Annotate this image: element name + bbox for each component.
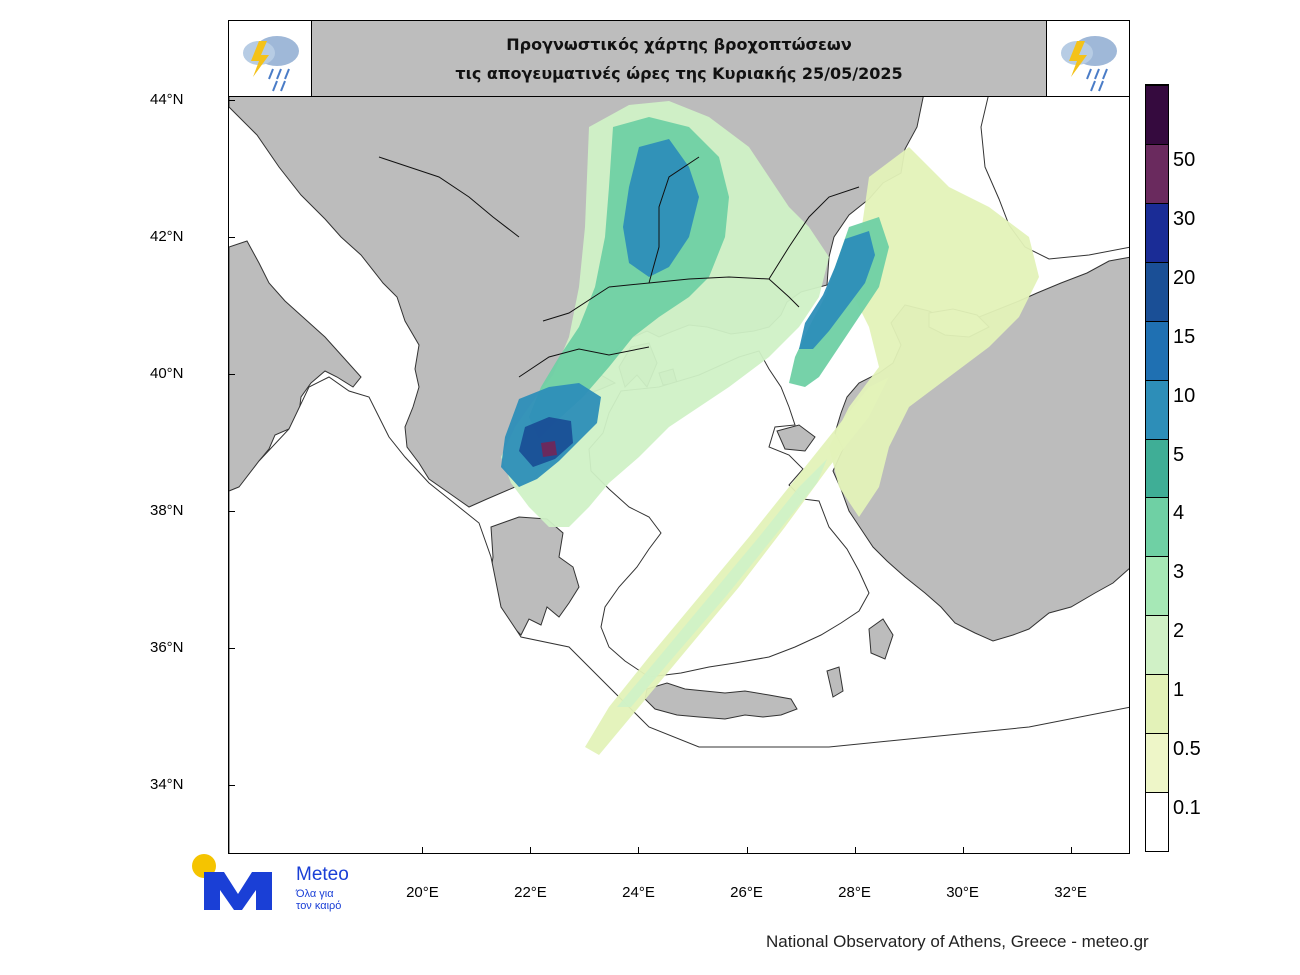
ionian-sea <box>229 376 1129 853</box>
lat-tick-label: 38°N <box>150 502 184 520</box>
lon-tick-mark <box>854 847 856 854</box>
logo-tagline-1: Όλα για <box>296 888 334 900</box>
rain-core-east <box>799 231 875 349</box>
border-3 <box>542 286 610 322</box>
rain-core-north <box>623 139 699 277</box>
rain-storm-cloud-icon <box>1046 21 1129 96</box>
colorbar-level-label: 3 <box>1173 561 1185 584</box>
colorbar-segment <box>1146 261 1168 321</box>
colorbar-segment <box>1146 556 1168 616</box>
lon-tick-label: 30°E <box>946 884 979 901</box>
colorbar-level-label: 0.1 <box>1173 797 1201 820</box>
colorbar-level-label: 50 <box>1173 148 1196 171</box>
colorbar-segment <box>1146 438 1168 498</box>
lat-tick-mark <box>228 99 235 101</box>
colorbar-level-label: 20 <box>1173 266 1196 289</box>
lon-tick-mark <box>1070 847 1072 854</box>
rainfall-map <box>228 86 1130 854</box>
rain-band-diagonal-2 <box>617 459 827 707</box>
colorbar-segment <box>1146 497 1168 557</box>
borders-layer <box>378 156 860 378</box>
lesvos-land <box>776 424 816 452</box>
colorbar-segment <box>1146 792 1168 851</box>
lon-tick-label: 24°E <box>622 884 655 901</box>
colorbar-segment <box>1146 733 1168 793</box>
colorbar-level-label: 15 <box>1173 325 1196 348</box>
lat-tick-mark <box>228 236 235 238</box>
border-5 <box>378 156 520 238</box>
colorbar-segment <box>1146 379 1168 439</box>
rain-core-west-heavy <box>519 417 573 467</box>
colorbar-level-label: 4 <box>1173 502 1185 525</box>
colorbar-level-label: 2 <box>1173 620 1185 643</box>
lon-tick-mark <box>746 847 748 854</box>
colorbar-segment <box>1146 615 1168 675</box>
lon-tick-mark <box>530 847 532 854</box>
map-title-line-1: Προγνωστικός χάρτης βροχοπτώσεων <box>506 35 852 54</box>
lon-tick-label: 32°E <box>1054 884 1087 901</box>
lat-tick-mark <box>228 511 235 513</box>
colorbar-segment <box>1146 143 1168 203</box>
border-2 <box>648 156 700 284</box>
colorbar-segment <box>1146 674 1168 734</box>
precipitation-layer <box>501 101 1039 755</box>
lon-tick-label: 26°E <box>730 884 763 901</box>
meteo-logo <box>188 850 366 918</box>
lat-tick-mark <box>228 785 235 787</box>
lat-tick-label: 34°N <box>150 776 184 794</box>
colorbar-level-label: 30 <box>1173 207 1196 230</box>
colorbar-level-label: 0.5 <box>1173 738 1201 761</box>
lat-tick-mark <box>228 648 235 650</box>
lon-tick-mark <box>638 847 640 854</box>
colorbar-segment <box>1146 85 1168 144</box>
border-4 <box>518 346 650 378</box>
colorbar-level-label: 10 <box>1173 384 1196 407</box>
title-banner: Προγνωστικός χάρτης βροχοπτώσεων τις απο… <box>228 20 1130 97</box>
lon-tick-mark <box>422 847 424 854</box>
credit-line: National Observatory of Athens, Greece -… <box>766 932 1149 951</box>
map-canvas <box>229 87 1129 853</box>
lat-tick-label: 40°N <box>150 365 184 382</box>
lon-tick-label: 28°E <box>838 884 871 901</box>
lat-tick-label: 42°N <box>150 227 184 245</box>
lon-tick-label: 20°E <box>406 884 439 901</box>
logo-tagline-2: τον καιρό <box>296 900 342 912</box>
lat-tick-label: 44°N <box>150 90 184 108</box>
precipitation-colorbar <box>1145 84 1169 852</box>
colorbar-level-label: 1 <box>1173 679 1185 702</box>
lon-tick-label: 22°E <box>514 884 547 901</box>
colorbar-segment <box>1146 202 1168 262</box>
border-6 <box>768 186 860 280</box>
crete-land <box>644 682 798 720</box>
rain-core-max <box>541 441 557 457</box>
lat-tick-mark <box>228 374 235 375</box>
logo-name: Meteo <box>296 864 349 885</box>
lon-tick-mark <box>962 847 964 854</box>
colorbar-level-label: 5 <box>1173 443 1185 466</box>
rain-storm-cloud-icon <box>229 21 312 96</box>
map-title-line-2: τις απογευματινές ώρες της Κυριακής 25/0… <box>455 64 903 83</box>
lat-tick-label: 36°N <box>150 639 184 657</box>
rhodes-land <box>868 618 894 660</box>
karpathos-land <box>826 666 844 698</box>
colorbar-segment <box>1146 320 1168 380</box>
